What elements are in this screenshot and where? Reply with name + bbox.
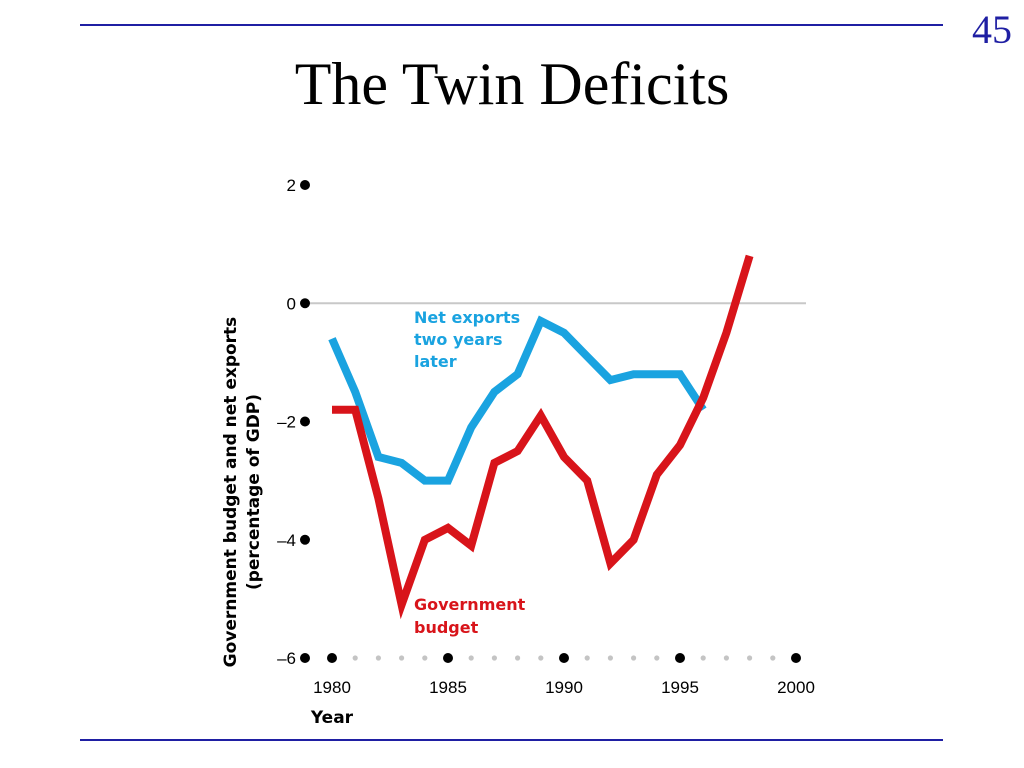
x-minor-dot bbox=[352, 655, 358, 661]
net-exports-label-line-2: two years bbox=[414, 330, 502, 349]
budget-label-line-2: budget bbox=[414, 618, 479, 637]
x-tick-label: 2000 bbox=[777, 678, 815, 697]
x-minor-dot bbox=[723, 655, 730, 661]
x-tick-label: 1995 bbox=[661, 678, 699, 697]
x-minor-dot bbox=[468, 655, 474, 661]
bottom-divider bbox=[80, 739, 943, 741]
y-axis-title: Government budget and net exports bbox=[221, 317, 241, 668]
x-minor-dot bbox=[538, 655, 544, 661]
chart-series bbox=[328, 254, 754, 620]
y-tick-dot bbox=[300, 653, 310, 663]
x-tick-dot bbox=[327, 653, 337, 663]
budget-label-line-1: Government bbox=[414, 595, 526, 614]
chart-ticks: 2 0 –2 –4 –6 1980 1985 1990 1995 2000 bbox=[277, 176, 815, 697]
y-tick-label: –2 bbox=[277, 413, 296, 432]
x-minor-dot bbox=[607, 655, 614, 661]
top-divider bbox=[80, 24, 943, 26]
government-budget-series-label: Government budget bbox=[414, 595, 526, 637]
net-exports-series-label: Net exports two years later bbox=[414, 308, 520, 371]
x-tick-label: 1990 bbox=[545, 678, 583, 697]
net-exports-label-line-3: later bbox=[414, 352, 457, 371]
x-tick-label: 1980 bbox=[313, 678, 351, 697]
x-minor-dot bbox=[515, 655, 521, 661]
x-tick-dot bbox=[443, 653, 453, 663]
x-axis-title: Year bbox=[310, 708, 354, 728]
x-minor-dot bbox=[747, 655, 753, 661]
x-minor-dot bbox=[375, 655, 381, 661]
net-exports-line bbox=[328, 315, 707, 485]
net-exports-label-line-1: Net exports bbox=[414, 308, 520, 327]
y-tick-dot bbox=[300, 180, 310, 190]
y-tick-dot bbox=[300, 298, 310, 309]
x-tick-dot bbox=[675, 653, 685, 663]
x-minor-dot bbox=[770, 655, 776, 661]
x-tick-dot bbox=[791, 653, 801, 663]
y-tick-label: –6 bbox=[277, 649, 296, 668]
government-budget-line bbox=[332, 254, 754, 620]
y-tick-label: –4 bbox=[277, 531, 296, 550]
y-tick-label: 2 bbox=[287, 176, 296, 195]
x-minor-dot bbox=[654, 655, 660, 661]
y-tick-label: 0 bbox=[287, 294, 296, 313]
x-tick-dot bbox=[559, 653, 569, 663]
x-minor-dot bbox=[491, 655, 497, 661]
y-tick-dot bbox=[300, 416, 310, 427]
slide-number: 45 bbox=[972, 7, 1012, 52]
slide-title: The Twin Deficits bbox=[294, 51, 730, 117]
x-minor-dot bbox=[422, 655, 428, 661]
x-minor-dot bbox=[399, 655, 405, 661]
x-tick-label: 1985 bbox=[429, 678, 467, 697]
x-minor-dot bbox=[700, 655, 706, 661]
y-axis-subtitle: (percentage of GDP) bbox=[244, 394, 264, 590]
y-tick-dot bbox=[300, 534, 310, 545]
x-minor-dot bbox=[584, 655, 590, 661]
x-minor-dot bbox=[631, 655, 637, 661]
